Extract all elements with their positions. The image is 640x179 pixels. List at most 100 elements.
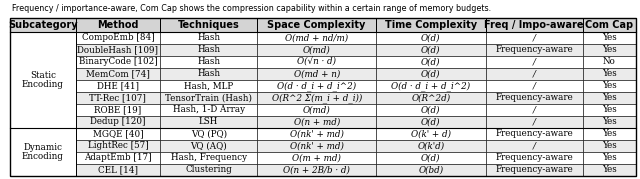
Text: MGQE [40]: MGQE [40] — [93, 129, 143, 138]
Bar — [376, 32, 486, 44]
Text: O(d): O(d) — [421, 117, 441, 126]
Text: Yes: Yes — [602, 69, 617, 78]
Bar — [486, 152, 582, 164]
Text: O(d · d_i + d_i^2): O(d · d_i + d_i^2) — [277, 81, 356, 91]
Text: O(d · d_i + d_i^2): O(d · d_i + d_i^2) — [391, 81, 470, 91]
Bar — [76, 152, 160, 164]
Text: O(R^2d): O(R^2d) — [412, 93, 451, 102]
Bar — [582, 56, 636, 68]
Text: Encoding: Encoding — [22, 80, 64, 89]
Bar — [376, 152, 486, 164]
Bar — [160, 18, 257, 32]
Text: Yes: Yes — [602, 165, 617, 175]
Text: Dynamic: Dynamic — [23, 143, 62, 152]
Bar — [486, 104, 582, 116]
Bar — [257, 116, 376, 128]
Text: Yes: Yes — [602, 141, 617, 150]
Text: Yes: Yes — [602, 93, 617, 102]
Bar — [582, 92, 636, 104]
Text: Frequency-aware: Frequency-aware — [495, 153, 573, 163]
Bar — [10, 18, 76, 32]
Text: O(md + nd/m): O(md + nd/m) — [285, 33, 348, 42]
Bar — [582, 18, 636, 32]
Text: /: / — [532, 117, 536, 126]
Text: ROBE [19]: ROBE [19] — [94, 105, 141, 114]
Text: Hash, 1-D Array: Hash, 1-D Array — [173, 105, 244, 114]
Text: Frequency-aware: Frequency-aware — [495, 165, 573, 175]
Bar — [257, 68, 376, 80]
Text: Hash: Hash — [197, 69, 220, 78]
Text: Yes: Yes — [602, 105, 617, 114]
Bar — [376, 164, 486, 176]
Text: VQ (AQ): VQ (AQ) — [190, 141, 227, 150]
Text: O(d): O(d) — [421, 57, 441, 66]
Text: Static: Static — [30, 71, 56, 80]
Text: Frequency-aware: Frequency-aware — [495, 129, 573, 138]
Bar — [582, 80, 636, 92]
Bar — [486, 68, 582, 80]
Text: AdaptEmb [17]: AdaptEmb [17] — [84, 153, 152, 163]
Bar — [160, 140, 257, 152]
Bar — [76, 164, 160, 176]
Text: Frequency-aware: Frequency-aware — [495, 45, 573, 54]
Text: LSH: LSH — [199, 117, 218, 126]
Text: /: / — [532, 57, 536, 66]
Bar — [76, 68, 160, 80]
Bar — [160, 32, 257, 44]
Text: Yes: Yes — [602, 129, 617, 138]
Bar — [486, 44, 582, 56]
Text: Frequency / importance-aware, Com Cap shows the compression capability within a : Frequency / importance-aware, Com Cap sh… — [12, 4, 491, 13]
Bar — [582, 68, 636, 80]
Text: Com Cap: Com Cap — [585, 20, 634, 30]
Text: Encoding: Encoding — [22, 152, 64, 161]
Text: Yes: Yes — [602, 45, 617, 54]
Bar — [160, 152, 257, 164]
Text: O(n + 2B/b · d): O(n + 2B/b · d) — [284, 165, 350, 175]
Bar — [486, 140, 582, 152]
Bar — [376, 116, 486, 128]
Bar — [257, 140, 376, 152]
Text: O(d): O(d) — [421, 105, 441, 114]
Bar — [582, 140, 636, 152]
Text: O(d): O(d) — [421, 69, 441, 78]
Text: O(bd): O(bd) — [419, 165, 444, 175]
Bar — [376, 140, 486, 152]
Bar — [160, 68, 257, 80]
Bar — [376, 92, 486, 104]
Bar — [376, 56, 486, 68]
Bar — [376, 128, 486, 140]
Text: DHE [41]: DHE [41] — [97, 81, 139, 90]
Bar — [486, 18, 582, 32]
Text: Yes: Yes — [602, 33, 617, 42]
Bar — [486, 128, 582, 140]
Bar — [582, 116, 636, 128]
Bar — [582, 104, 636, 116]
Bar — [160, 164, 257, 176]
Bar — [160, 116, 257, 128]
Text: /: / — [532, 69, 536, 78]
Text: /: / — [532, 81, 536, 90]
Text: No: No — [603, 57, 616, 66]
Bar — [582, 152, 636, 164]
Bar — [486, 80, 582, 92]
Text: /: / — [532, 141, 536, 150]
Bar — [160, 128, 257, 140]
Text: DoubleHash [109]: DoubleHash [109] — [77, 45, 159, 54]
Text: O(md): O(md) — [303, 105, 330, 114]
Text: Dedup [120]: Dedup [120] — [90, 117, 146, 126]
Bar — [376, 104, 486, 116]
Text: TT-Rec [107]: TT-Rec [107] — [90, 93, 147, 102]
Bar — [582, 128, 636, 140]
Bar — [76, 128, 160, 140]
Text: Method: Method — [97, 20, 139, 30]
Text: Subcategory: Subcategory — [8, 20, 77, 30]
Text: O(n + md): O(n + md) — [294, 117, 340, 126]
Bar — [486, 164, 582, 176]
Text: CompoEmb [84]: CompoEmb [84] — [81, 33, 154, 42]
Bar — [257, 128, 376, 140]
Bar — [486, 92, 582, 104]
Text: Space Complexity: Space Complexity — [268, 20, 366, 30]
Bar — [76, 44, 160, 56]
Bar — [160, 56, 257, 68]
Text: O(md + n): O(md + n) — [294, 69, 340, 78]
